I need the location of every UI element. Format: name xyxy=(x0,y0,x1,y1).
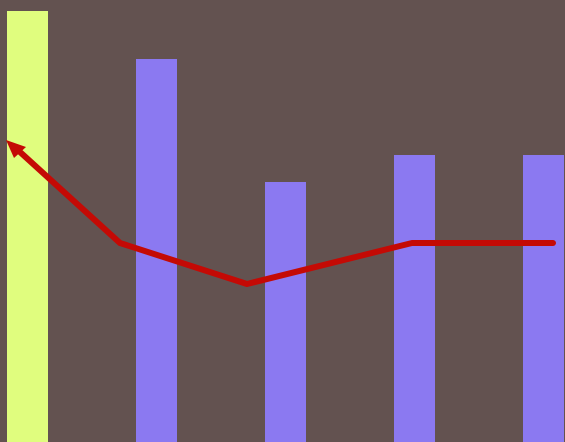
highlighted-bar[interactable] xyxy=(7,11,48,442)
bars-layer xyxy=(7,11,564,442)
path-line xyxy=(17,149,556,287)
bar[interactable] xyxy=(394,155,435,442)
path-layer xyxy=(6,140,556,287)
arrowhead-icon xyxy=(6,140,26,158)
bar[interactable] xyxy=(523,155,564,442)
bar[interactable] xyxy=(265,182,306,442)
